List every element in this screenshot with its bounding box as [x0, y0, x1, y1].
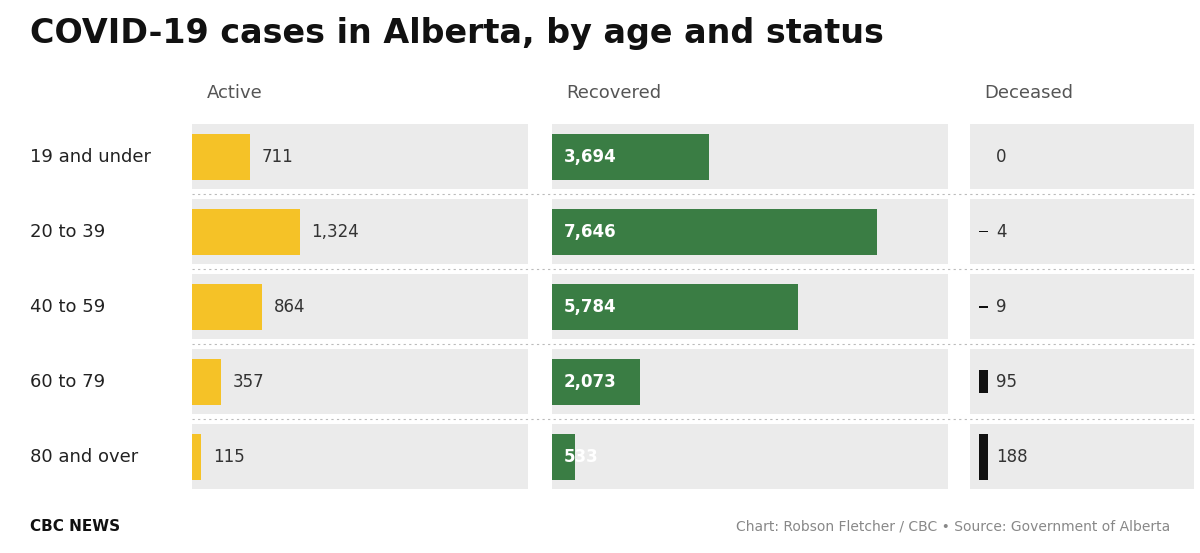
Text: 40 to 59: 40 to 59	[30, 298, 106, 316]
Bar	[970, 124, 1194, 190]
Bar	[552, 134, 709, 180]
Text: 19 and under: 19 and under	[30, 148, 151, 166]
Text: 4: 4	[996, 223, 1007, 241]
Text: 0: 0	[996, 148, 1007, 166]
Text: 95: 95	[996, 373, 1018, 391]
Bar	[970, 200, 1194, 264]
Text: 60 to 79: 60 to 79	[30, 373, 106, 391]
Bar	[970, 424, 1194, 489]
Bar	[192, 200, 528, 264]
Text: Active: Active	[206, 84, 262, 102]
Text: 864: 864	[274, 298, 306, 316]
Bar	[192, 424, 528, 489]
Bar	[192, 434, 202, 479]
Text: 711: 711	[262, 148, 294, 166]
Bar	[979, 306, 988, 308]
Bar	[192, 209, 300, 255]
Bar	[979, 434, 988, 479]
Bar	[192, 349, 528, 414]
Bar	[552, 424, 948, 489]
Bar	[552, 434, 575, 479]
Text: 357: 357	[233, 373, 265, 391]
Text: 2,073: 2,073	[564, 373, 617, 391]
Text: Deceased: Deceased	[984, 84, 1073, 102]
Bar	[552, 359, 640, 405]
Bar	[552, 124, 948, 190]
Text: 533: 533	[564, 448, 599, 466]
Bar	[552, 274, 948, 340]
Bar	[552, 200, 948, 264]
Bar	[192, 274, 528, 340]
Text: 7,646: 7,646	[564, 223, 617, 241]
Bar	[970, 274, 1194, 340]
Bar	[192, 359, 221, 405]
Text: 3,694: 3,694	[564, 148, 617, 166]
Bar	[192, 124, 528, 190]
Text: 5,784: 5,784	[564, 298, 617, 316]
Text: 188: 188	[996, 448, 1027, 466]
Bar	[192, 284, 262, 330]
Bar	[192, 134, 250, 180]
Bar	[979, 371, 988, 393]
Text: CBC NEWS: CBC NEWS	[30, 519, 120, 534]
Text: 20 to 39: 20 to 39	[30, 223, 106, 241]
Bar	[970, 349, 1194, 414]
Bar	[552, 349, 948, 414]
Text: 9: 9	[996, 298, 1007, 316]
Bar	[552, 284, 798, 330]
Text: 80 and over: 80 and over	[30, 448, 138, 466]
Text: 1,324: 1,324	[312, 223, 359, 241]
Bar	[552, 209, 877, 255]
Text: Chart: Robson Fletcher / CBC • Source: Government of Alberta: Chart: Robson Fletcher / CBC • Source: G…	[736, 520, 1170, 534]
Text: COVID-19 cases in Alberta, by age and status: COVID-19 cases in Alberta, by age and st…	[30, 17, 884, 50]
Text: 115: 115	[214, 448, 245, 466]
Text: Recovered: Recovered	[566, 84, 661, 102]
